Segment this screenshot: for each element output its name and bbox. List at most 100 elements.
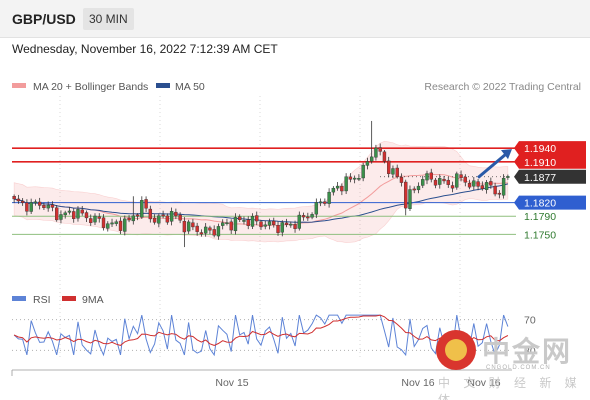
candle-body xyxy=(293,224,297,229)
candle-body xyxy=(67,210,72,213)
candle-body xyxy=(114,221,118,224)
candle-body xyxy=(29,202,33,212)
candle-body xyxy=(284,222,289,225)
candle-body xyxy=(327,191,331,204)
candle-body xyxy=(297,214,301,229)
candle-body xyxy=(20,200,25,203)
level-label: 1.1877 xyxy=(524,172,556,184)
candle-body xyxy=(446,179,450,185)
candle-body xyxy=(331,187,336,193)
candle-body xyxy=(246,219,250,226)
candle-body xyxy=(429,172,433,180)
chart-datetime: Wednesday, November 16, 2022 7:12:39 AM … xyxy=(12,42,278,56)
candle-body xyxy=(101,217,106,228)
candle-body xyxy=(33,201,38,204)
candle-body xyxy=(165,215,170,223)
candle-body xyxy=(72,211,76,219)
candle-body xyxy=(229,221,233,231)
candle-body xyxy=(250,215,255,227)
candle-body xyxy=(225,222,229,224)
candle-body xyxy=(186,221,191,232)
candle-body xyxy=(433,179,438,186)
candle-body xyxy=(174,211,178,217)
candle-body xyxy=(463,176,467,183)
candle-body xyxy=(255,215,259,222)
level-tag-1-1910 xyxy=(514,154,586,169)
candle-body xyxy=(323,201,327,204)
candle-body xyxy=(506,176,510,178)
level-label: 1.1910 xyxy=(524,157,556,169)
candle-body xyxy=(93,215,97,223)
legend-swatch-bollinger xyxy=(12,83,26,88)
candle-body xyxy=(348,176,353,180)
candle-body xyxy=(480,185,485,189)
candle-body xyxy=(50,204,55,208)
candle-body xyxy=(106,223,110,229)
candle-body xyxy=(199,232,204,235)
candle-body xyxy=(378,147,382,152)
coin-logo-icon xyxy=(436,330,476,370)
candle-body xyxy=(25,202,29,212)
candle-body xyxy=(144,199,148,209)
forecast-arrow-head xyxy=(501,149,512,160)
candle-body xyxy=(208,227,212,231)
candle-body xyxy=(212,229,216,236)
candle-body xyxy=(276,225,280,233)
candle-body xyxy=(178,214,182,221)
candle-body xyxy=(16,198,21,202)
level-tag-1-1877 xyxy=(514,169,586,184)
candle-body xyxy=(259,221,263,228)
candle-body xyxy=(63,212,67,216)
candle-body xyxy=(472,180,476,187)
watermark-logo: 中金网 CNGOLD.COM.CN 中 文 财 经 新 媒 体 xyxy=(436,330,586,400)
legend-swatch-9ma xyxy=(62,296,76,301)
candle-body xyxy=(314,202,319,215)
candle-body xyxy=(369,156,374,162)
candle-body xyxy=(97,216,101,219)
candle-body xyxy=(182,220,187,233)
candle-body xyxy=(46,204,50,209)
candle-body xyxy=(425,173,429,181)
candle-body xyxy=(455,173,459,188)
candle-body xyxy=(59,214,63,220)
candle-body xyxy=(365,161,370,166)
candle-body xyxy=(408,189,412,209)
candle-body xyxy=(450,185,455,189)
legend-rsi: RSI xyxy=(33,294,51,306)
candle-body xyxy=(484,182,489,190)
candle-body xyxy=(335,185,340,189)
candle-body xyxy=(118,220,123,231)
candle-body xyxy=(438,178,442,185)
candle-body xyxy=(399,176,404,183)
candle-body xyxy=(357,178,361,180)
candle-body xyxy=(238,216,242,220)
level-tag-1-1820 xyxy=(514,195,586,210)
candle-body xyxy=(289,223,293,226)
watermark-title: 中金网 xyxy=(482,335,573,368)
candle-body xyxy=(127,217,131,221)
candle-body xyxy=(310,214,314,218)
candle-body xyxy=(195,225,199,232)
forecast-arrow xyxy=(477,152,507,179)
x-tick-label: Nov 15 xyxy=(215,377,248,389)
legend-swatch-rsi xyxy=(12,296,26,301)
candle-body xyxy=(391,168,395,175)
rsi-level-label: 70 xyxy=(524,315,536,327)
candle-body xyxy=(140,200,144,218)
candle-body xyxy=(89,218,93,223)
symbol-label: GBP/USD xyxy=(12,11,76,27)
candle-body xyxy=(110,222,114,225)
candle-body xyxy=(191,222,195,228)
timeframe-badge[interactable]: 30 MIN xyxy=(83,8,134,30)
candle-body xyxy=(12,196,16,200)
candle-body xyxy=(476,181,480,187)
x-tick-label: Nov 16 xyxy=(467,377,500,389)
candle-body xyxy=(148,208,153,220)
candle-body xyxy=(84,212,89,219)
candle-body xyxy=(301,215,306,218)
candle-body xyxy=(272,220,276,225)
x-tick-label: Nov 16 xyxy=(401,377,434,389)
candle-body xyxy=(135,214,140,217)
candle-body xyxy=(42,204,46,209)
candle-body xyxy=(280,222,284,233)
